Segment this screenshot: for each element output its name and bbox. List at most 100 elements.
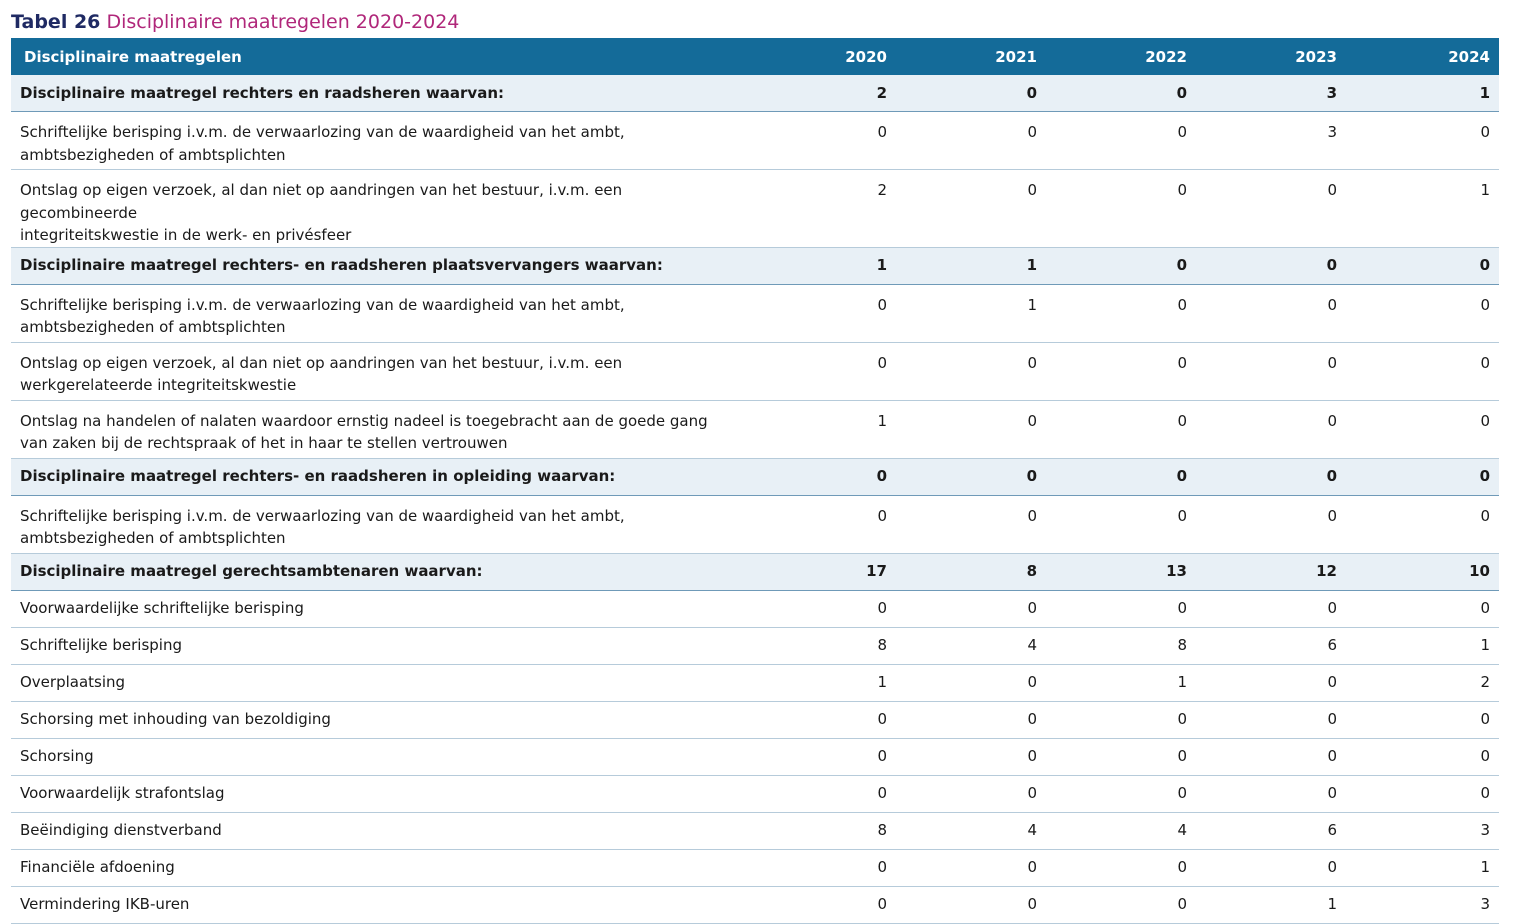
cell-2020: 2: [746, 75, 896, 112]
row-label: Schriftelijke berisping i.v.m. de verwaa…: [11, 284, 746, 343]
table-row: Schorsing 0 0 0 0 0: [11, 738, 1499, 776]
cell-2024: 0: [1346, 458, 1499, 496]
cell-2023: 0: [1196, 342, 1346, 401]
table-caption: Tabel 26 Disciplinaire maatregelen 2020-…: [11, 9, 459, 35]
cell-2024: 3: [1346, 886, 1499, 924]
table-row: Ontslag na handelen of nalaten waardoor …: [11, 400, 1499, 459]
row-label: Vermindering IKB-uren: [11, 886, 746, 924]
row-label: Voorwaardelijk strafontslag: [11, 775, 746, 813]
row-label-line-2: van zaken bij de rechtspraak of het in h…: [20, 434, 508, 452]
cell-2021: 8: [896, 553, 1046, 591]
cell-2023: 12: [1196, 553, 1346, 591]
row-label-line-2: ambtsbezigheden of ambtsplichten: [20, 145, 286, 164]
table-row: Beëindiging dienstverband 8 4 4 6 3: [11, 812, 1499, 850]
table-row: Overplaatsing 1 0 1 0 2: [11, 664, 1499, 702]
cell-2024: 0: [1346, 284, 1499, 343]
cell-2021: 0: [896, 111, 1046, 170]
cell-2023: 3: [1196, 111, 1346, 170]
row-label: Schriftelijke berisping: [11, 627, 746, 665]
table-row: Vermindering IKB-uren 0 0 0 1 3: [11, 886, 1499, 924]
cell-2024: 0: [1346, 590, 1499, 628]
cell-2022: 0: [1046, 284, 1196, 343]
row-label-line-2: integriteitskwestie in de werk- en privé…: [20, 226, 352, 244]
cell-2024: 0: [1346, 400, 1499, 459]
cell-2022: 1: [1046, 664, 1196, 702]
cell-2020: 8: [746, 627, 896, 665]
column-header-2021: 2021: [896, 38, 1046, 75]
cell-2021: 1: [896, 247, 1046, 285]
cell-2023: 0: [1196, 590, 1346, 628]
cell-2020: 0: [746, 590, 896, 628]
cell-2023: 0: [1196, 775, 1346, 813]
cell-2021: 1: [896, 284, 1046, 343]
cell-2021: 0: [896, 342, 1046, 401]
cell-2023: 0: [1196, 495, 1346, 554]
column-header-2023: 2023: [1196, 38, 1346, 75]
row-label-line-1: Ontslag op eigen verzoek, al dan niet op…: [20, 353, 623, 372]
cell-2023: 0: [1196, 849, 1346, 887]
cell-2024: 1: [1346, 627, 1499, 665]
cell-2021: 0: [896, 75, 1046, 112]
row-label-line-2: ambtsbezigheden of ambtsplichten: [20, 318, 286, 336]
cell-2023: 0: [1196, 400, 1346, 459]
cell-2024: 0: [1346, 738, 1499, 776]
table-header-row: Disciplinaire maatregelen 2020 2021 2022…: [11, 38, 1499, 75]
table-group-row: Disciplinaire maatregel rechters en raad…: [11, 75, 1499, 112]
cell-2023: 0: [1196, 664, 1346, 702]
cell-2022: 0: [1046, 111, 1196, 170]
cell-2021: 4: [896, 812, 1046, 850]
row-label: Ontslag op eigen verzoek, al dan niet op…: [11, 169, 746, 248]
table-row: Schriftelijke berisping i.v.m. de verwaa…: [11, 111, 1499, 170]
cell-2023: 0: [1196, 701, 1346, 739]
column-header-2022: 2022: [1046, 38, 1196, 75]
cell-2020: 1: [746, 247, 896, 285]
column-header-2020: 2020: [746, 38, 896, 75]
row-label-line-2: ambtsbezigheden of ambtsplichten: [20, 529, 286, 547]
cell-2023: 1: [1196, 886, 1346, 924]
cell-2024: 10: [1346, 553, 1499, 591]
cell-2024: 0: [1346, 495, 1499, 554]
table-number: Tabel 26: [11, 11, 101, 33]
cell-2024: 3: [1346, 812, 1499, 850]
cell-2021: 0: [896, 400, 1046, 459]
cell-2023: 0: [1196, 738, 1346, 776]
cell-2022: 4: [1046, 812, 1196, 850]
table-row: Schorsing met inhouding van bezoldiging …: [11, 701, 1499, 739]
row-label: Disciplinaire maatregel rechters- en raa…: [11, 247, 746, 285]
row-label-line-1: Schriftelijke berisping i.v.m. de verwaa…: [20, 506, 625, 525]
cell-2022: 0: [1046, 701, 1196, 739]
table-row: Ontslag op eigen verzoek, al dan niet op…: [11, 342, 1499, 401]
cell-2023: 0: [1196, 458, 1346, 496]
table-row: Voorwaardelijk strafontslag 0 0 0 0 0: [11, 775, 1499, 813]
row-label: Disciplinaire maatregel rechters- en raa…: [11, 458, 746, 496]
row-label: Disciplinaire maatregel rechters en raad…: [11, 75, 746, 112]
disciplinary-measures-table: Disciplinaire maatregelen 2020 2021 2022…: [11, 38, 1499, 924]
cell-2020: 0: [746, 849, 896, 887]
cell-2021: 0: [896, 886, 1046, 924]
cell-2022: 0: [1046, 590, 1196, 628]
cell-2024: 0: [1346, 111, 1499, 170]
table-title: Disciplinaire maatregelen 2020-2024: [106, 11, 460, 33]
row-label-line-1: Ontslag na handelen of nalaten waardoor …: [20, 411, 708, 430]
cell-2020: 0: [746, 738, 896, 776]
cell-2022: 0: [1046, 886, 1196, 924]
cell-2020: 1: [746, 400, 896, 459]
cell-2022: 0: [1046, 169, 1196, 248]
cell-2020: 17: [746, 553, 896, 591]
cell-2024: 2: [1346, 664, 1499, 702]
cell-2020: 0: [746, 886, 896, 924]
cell-2020: 8: [746, 812, 896, 850]
cell-2021: 0: [896, 701, 1046, 739]
cell-2020: 0: [746, 284, 896, 343]
row-label: Financiële afdoening: [11, 849, 746, 887]
row-label-line-2: werkgerelateerde integriteitskwestie: [20, 376, 297, 394]
cell-2024: 0: [1346, 701, 1499, 739]
row-label: Ontslag op eigen verzoek, al dan niet op…: [11, 342, 746, 401]
row-label: Disciplinaire maatregel gerechtsambtenar…: [11, 553, 746, 591]
column-header-2024: 2024: [1346, 38, 1499, 75]
cell-2020: 0: [746, 701, 896, 739]
row-label: Schorsing met inhouding van bezoldiging: [11, 701, 746, 739]
cell-2021: 0: [896, 849, 1046, 887]
row-label: Schriftelijke berisping i.v.m. de verwaa…: [11, 111, 746, 170]
table-group-row: Disciplinaire maatregel rechters- en raa…: [11, 247, 1499, 285]
